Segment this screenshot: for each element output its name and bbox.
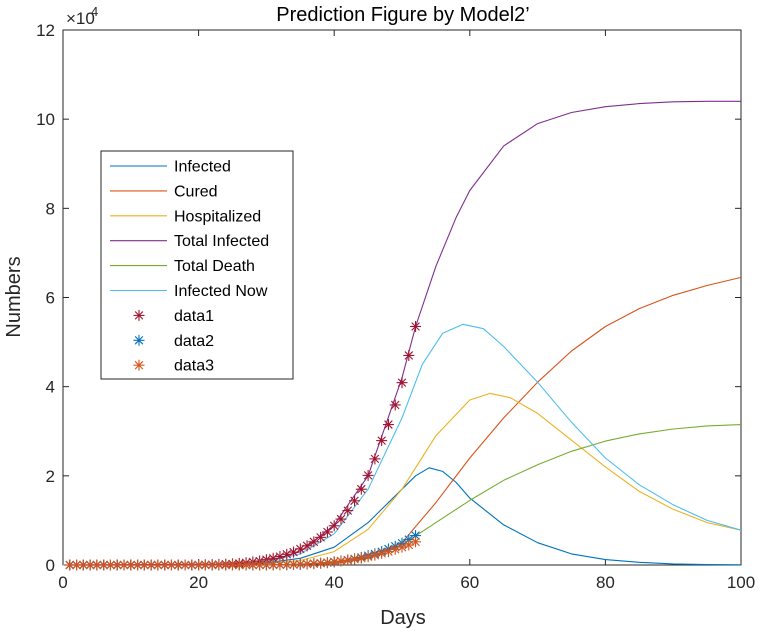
x-tick-label: 80: [596, 573, 615, 592]
y-multiplier-base: ×10: [66, 9, 95, 28]
data-point: [288, 558, 300, 570]
data-point: [254, 559, 266, 571]
data-point: [369, 453, 381, 465]
data-point: [315, 557, 327, 569]
data-point: [301, 540, 313, 552]
data-point: [369, 549, 381, 561]
series-infected-now: [63, 323, 742, 566]
y-tick-label: 6: [46, 289, 55, 308]
y-multiplier-exponent: 4: [91, 4, 98, 19]
series-line-hospitalized: [63, 392, 742, 566]
series-data3: [64, 536, 422, 571]
x-tick-label: 20: [189, 573, 208, 592]
legend-label: data2: [174, 333, 214, 350]
y-tick-label: 10: [36, 110, 55, 129]
legend-swatch: [133, 334, 145, 346]
data-point: [355, 552, 367, 564]
y-axis-label: Numbers: [3, 256, 25, 337]
legend-label: data1: [174, 308, 214, 325]
data-point: [362, 469, 374, 481]
legend: Infected Cured Hospitalized Total Infected T…: [100, 150, 294, 380]
y-tick-label: 8: [46, 199, 55, 218]
legend-label: Infected Now: [174, 283, 268, 300]
legend-swatch: [133, 309, 145, 321]
legend-entry-total-infected: Total Infected: [110, 233, 269, 250]
series-infected: [63, 467, 742, 566]
data-point: [410, 530, 422, 542]
data-point: [321, 557, 333, 569]
data-point: [349, 495, 361, 507]
data-point: [328, 520, 340, 532]
data-point: [125, 559, 137, 571]
data-point: [193, 559, 205, 571]
data-point: [342, 505, 354, 517]
x-tick-label: 0: [58, 573, 67, 592]
data-point: [267, 559, 279, 571]
y-tick-label: 4: [46, 378, 55, 397]
data-point: [389, 399, 401, 411]
legend-label: data3: [174, 358, 214, 375]
data-point: [376, 547, 388, 559]
data-point: [355, 483, 367, 495]
data-point: [410, 536, 422, 548]
data-point: [308, 558, 320, 570]
data-point: [104, 559, 116, 571]
legend-swatch: [133, 359, 145, 371]
y-axis-multiplier: ×10 4: [66, 4, 98, 28]
data-point: [376, 435, 388, 447]
legend-entry-cured: Cured: [110, 183, 218, 200]
x-tick-label: 60: [460, 573, 479, 592]
data-point: [267, 552, 279, 564]
data-point: [227, 559, 238, 571]
legend-label: Total Infected: [174, 233, 269, 250]
legend-entry-data3: data3: [133, 358, 214, 375]
series-hospitalized: [63, 392, 742, 566]
series-line-infected-now: [63, 323, 742, 566]
legend-label: Cured: [174, 183, 218, 200]
legend-entry-infected: Infected: [110, 159, 231, 176]
chart-title: Prediction Figure by Model2’: [276, 4, 529, 26]
data-point: [328, 556, 340, 568]
legend-label: Total Death: [174, 258, 255, 275]
y-tick-label: 2: [46, 467, 55, 486]
legend-entry-total-death: Total Death: [110, 258, 255, 275]
legend-entry-data2: data2: [133, 333, 214, 350]
data-point: [362, 551, 374, 563]
data-point: [396, 377, 408, 389]
legend-entry-data1: data1: [133, 308, 214, 325]
data-point: [396, 541, 408, 553]
legend-entry-infected-now: Infected Now: [110, 283, 268, 300]
legend-box: [100, 150, 294, 380]
x-tick-label: 100: [727, 573, 755, 592]
y-tick-label: 12: [36, 21, 55, 40]
series-line-infected: [63, 467, 742, 566]
legend-label: Hospitalized: [174, 208, 261, 225]
data-point: [315, 531, 327, 543]
legend-entry-hospitalized: Hospitalized: [110, 208, 261, 225]
series-layer: [62, 100, 742, 571]
data-point: [260, 559, 272, 571]
data-point: [382, 419, 394, 431]
data-point: [410, 320, 422, 332]
x-axis-label: Days: [380, 607, 426, 629]
y-tick-label: 0: [46, 556, 55, 575]
data-point: [403, 349, 415, 361]
data-point: [321, 526, 333, 538]
data-point: [308, 536, 320, 548]
data-point: [335, 513, 347, 525]
data-point: [349, 553, 361, 565]
x-tick-label: 40: [325, 573, 344, 592]
legend-label: Infected: [174, 159, 231, 176]
axes: 0 20 40 60 80 100 0 2 4 6 8 10 12: [36, 21, 755, 592]
